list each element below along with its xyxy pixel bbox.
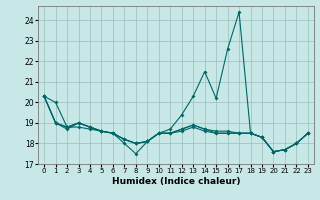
X-axis label: Humidex (Indice chaleur): Humidex (Indice chaleur)	[112, 177, 240, 186]
